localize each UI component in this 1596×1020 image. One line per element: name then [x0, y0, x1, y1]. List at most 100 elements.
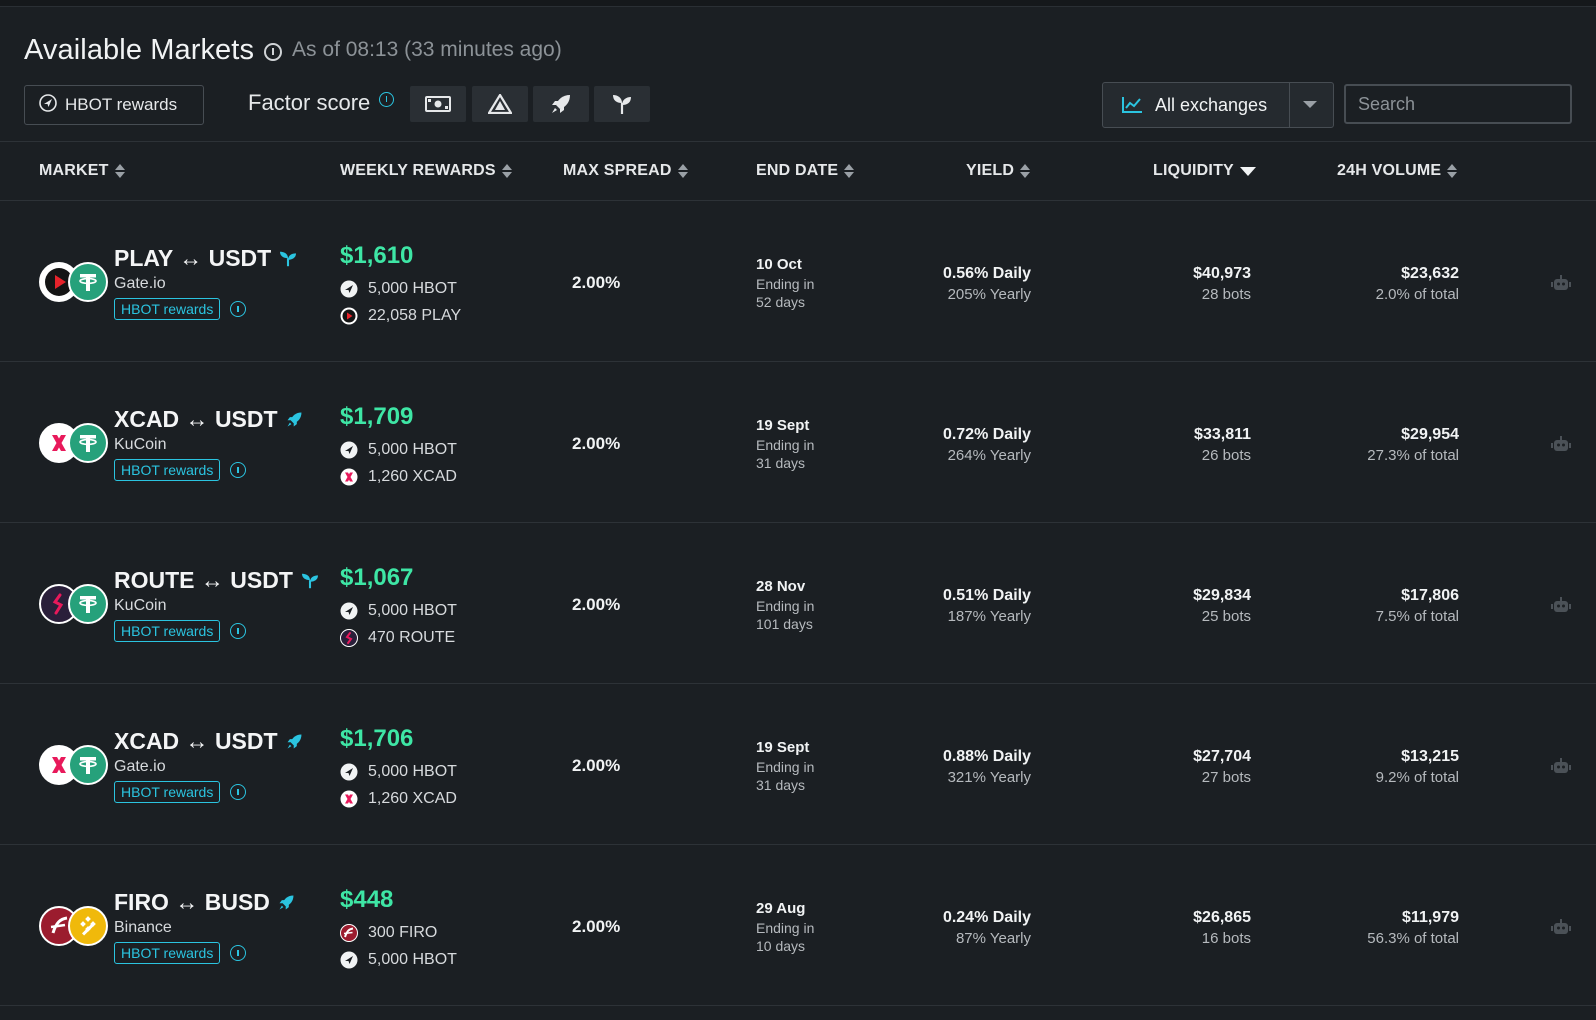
sort-icon: [844, 164, 855, 178]
reward-line: 1,260 XCAD: [340, 790, 457, 808]
market-pair[interactable]: PLAY ↔ USDT: [114, 245, 297, 272]
column-24h-volume-label: 24H VOLUME: [1337, 162, 1442, 179]
volume-value: $11,979: [1402, 909, 1459, 926]
sprout-icon: [613, 95, 631, 114]
reward-line: 5,000 HBOT: [340, 280, 457, 298]
table-row[interactable]: XCAD ↔ USDT Gate.io HBOT rewards $1,706 …: [0, 684, 1596, 845]
yield-daily: 0.56% Daily: [942, 265, 1031, 282]
hbot-icon: [340, 951, 358, 969]
hbot-rewards-badge: HBOT rewards: [114, 942, 221, 964]
table-row[interactable]: ROUTE ↔ USDT KuCoin HBOT rewards $1,067 …: [0, 523, 1596, 684]
money-icon: [425, 96, 451, 112]
filter-sprout-button[interactable]: [594, 86, 650, 122]
firo-icon: [340, 924, 358, 942]
table-row[interactable]: FIRO ↔ BUSD Binance HBOT rewards $448 30…: [0, 845, 1596, 1006]
last-updated-text: As of 08:13 (33 minutes ago): [292, 38, 562, 61]
rewards-info-icon[interactable]: [230, 462, 246, 478]
hbot-rewards-filter-button[interactable]: HBOT rewards: [24, 85, 204, 125]
column-24h-volume[interactable]: 24H VOLUME: [1337, 162, 1458, 180]
reward-line: 1,260 XCAD: [340, 468, 457, 486]
weekly-reward-total: $1,067: [340, 564, 414, 591]
rewards-info-icon[interactable]: [230, 623, 246, 639]
column-market[interactable]: MARKET: [39, 162, 125, 180]
page-header: Available Markets As of 08:13 (33 minute…: [24, 30, 562, 70]
exchange-select[interactable]: All exchanges: [1102, 82, 1334, 128]
max-spread-value: 2.00%: [572, 273, 621, 292]
filter-rocket-button[interactable]: [533, 86, 589, 122]
bots-count: 27 bots: [1201, 769, 1251, 786]
table-row[interactable]: PLAY ↔ USDT Gate.io HBOT rewards $1,610 …: [0, 201, 1596, 362]
hbot-icon: [340, 602, 358, 620]
pair-coin-icons: [39, 584, 108, 624]
exchange-name: Binance: [114, 919, 172, 936]
factor-score-info-icon[interactable]: [379, 91, 395, 107]
end-date-value: 19 Sept: [756, 417, 810, 434]
table-row[interactable]: XCAD ↔ USDT KuCoin HBOT rewards $1,709 5…: [0, 362, 1596, 523]
robot-icon[interactable]: [1551, 275, 1571, 296]
yield-daily: 0.72% Daily: [942, 426, 1031, 443]
rewards-info-icon[interactable]: [230, 945, 246, 961]
yield-yearly: 187% Yearly: [947, 608, 1031, 625]
rewards-info-icon[interactable]: [230, 784, 246, 800]
max-spread-value: 2.00%: [572, 434, 621, 453]
info-icon[interactable]: [264, 43, 283, 61]
bots-count: 25 bots: [1201, 608, 1251, 625]
reward-amount: 22,058 PLAY: [368, 307, 462, 324]
column-liquidity-label: LIQUIDITY: [1153, 162, 1234, 179]
factor-score: Factor score: [248, 90, 395, 116]
pair-coin-icons: [39, 262, 108, 302]
pair-coin-icons: [39, 906, 108, 946]
volume-share: 2.0% of total: [1375, 286, 1459, 303]
volume-share: 27.3% of total: [1367, 447, 1459, 464]
ending-in-label: Ending in: [756, 276, 815, 292]
ending-days: 31 days: [756, 777, 806, 793]
market-pair[interactable]: ROUTE ↔ USDT: [114, 567, 319, 594]
column-max-spread[interactable]: MAX SPREAD: [563, 162, 688, 180]
market-pair-label: ROUTE ↔ USDT: [114, 567, 293, 593]
robot-icon[interactable]: [1551, 597, 1571, 618]
reward-line: 5,000 HBOT: [340, 951, 457, 969]
end-date-value: 28 Nov: [756, 578, 806, 595]
filter-money-button[interactable]: [410, 86, 466, 122]
column-weekly-rewards[interactable]: WEEKLY REWARDS: [340, 162, 512, 180]
route-icon: [340, 629, 358, 647]
reward-line: 300 FIRO: [340, 924, 437, 942]
sort-icon: [677, 164, 688, 178]
exchange-name: KuCoin: [114, 597, 167, 614]
exchange-select-value: All exchanges: [1155, 94, 1268, 115]
robot-icon[interactable]: [1551, 436, 1571, 457]
column-liquidity[interactable]: LIQUIDITY: [1153, 162, 1256, 180]
exchange-name: Gate.io: [114, 275, 166, 292]
usdt-coin-icon: [68, 262, 108, 302]
reward-amount: 470 ROUTE: [368, 629, 456, 646]
filter-triangle-button[interactable]: [472, 86, 528, 122]
market-pair[interactable]: XCAD ↔ USDT: [114, 406, 303, 433]
chevron-down-icon[interactable]: [1303, 101, 1317, 108]
column-weekly-rewards-label: WEEKLY REWARDS: [340, 162, 496, 179]
robot-icon[interactable]: [1551, 758, 1571, 779]
column-end-date[interactable]: END DATE: [756, 162, 855, 180]
market-pair[interactable]: XCAD ↔ USDT: [114, 728, 303, 755]
yield-daily: 0.88% Daily: [942, 748, 1031, 765]
reward-line: 22,058 PLAY: [340, 307, 461, 325]
robot-icon[interactable]: [1551, 919, 1571, 940]
rewards-info-icon[interactable]: [230, 301, 246, 317]
rocket-icon: [286, 411, 303, 428]
volume-value: $23,632: [1401, 265, 1459, 282]
end-date-value: 10 Oct: [756, 256, 802, 273]
hbot-rewards-badge: HBOT rewards: [114, 298, 221, 320]
market-pair-label: XCAD ↔ USDT: [114, 406, 278, 432]
liquidity-value: $40,973: [1193, 265, 1251, 282]
select-separator: [1289, 83, 1290, 127]
column-yield[interactable]: YIELD: [966, 162, 1031, 180]
rocket-icon: [278, 894, 295, 911]
search-input[interactable]: [1344, 84, 1572, 124]
top-divider: [0, 0, 1596, 7]
weekly-reward-total: $1,610: [340, 242, 414, 269]
usdt-coin-icon: [68, 584, 108, 624]
hbot-rewards-badge: HBOT rewards: [114, 781, 221, 803]
market-pair[interactable]: FIRO ↔ BUSD: [114, 889, 295, 916]
pair-coin-icons: [39, 745, 108, 785]
hbot-rewards-badge: HBOT rewards: [114, 620, 221, 642]
volume-value: $13,215: [1401, 748, 1459, 765]
